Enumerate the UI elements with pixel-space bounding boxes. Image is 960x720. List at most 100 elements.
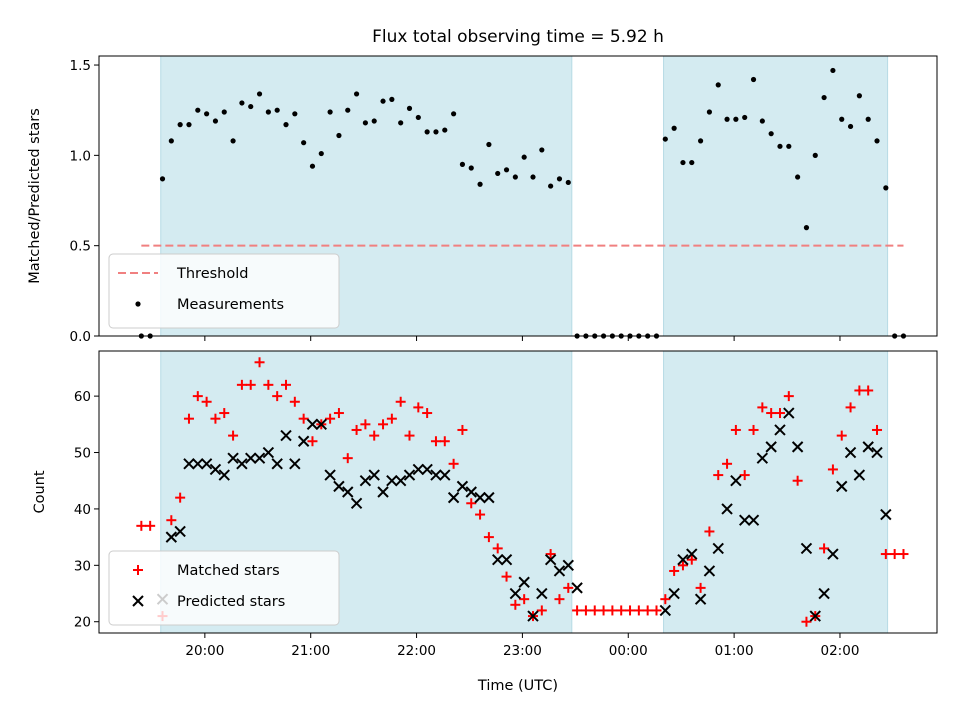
y-tick-label: 30 [74,558,91,574]
measurement-point [565,179,571,186]
matched-point [889,549,900,560]
measurement-point [671,125,677,131]
predicted-point [333,480,345,493]
matched-point [183,413,194,424]
matched-point [298,413,309,424]
matched-point [580,605,591,616]
legend-box [108,253,340,329]
y-tick-label: 0.5 [70,239,91,255]
matched-point [466,498,477,509]
predicted-point [483,491,495,504]
legend-box [108,550,340,626]
predicted-point [306,418,319,431]
bottom-axes-frame [98,350,938,634]
measurement-point [433,129,439,135]
matched-point [660,594,671,605]
matched-point [898,549,909,560]
top-axes-frame [98,55,938,337]
predicted-point [721,503,733,515]
x-tick-label: 22:00 [397,643,436,659]
measurement-point [680,159,686,166]
predicted-point [174,525,186,538]
predicted-point [809,610,821,622]
measurement-point [345,107,351,113]
measurement-point [309,163,316,169]
predicted-point [421,463,433,476]
measurement-point [830,67,836,74]
matched-point [166,515,177,526]
matched-point [272,391,283,402]
matched-point [872,424,883,435]
matched-point [642,605,653,616]
legend-label: Measurements [177,297,284,313]
matched-point [483,532,494,543]
predicted-point [492,553,504,566]
measurement-point [495,170,501,177]
predicted-point [527,610,539,622]
predicted-point [386,475,398,487]
measurement-point [336,132,342,139]
measurement-point [424,129,430,135]
predicted-point [562,559,574,572]
predicted-point [738,514,751,526]
matched-point [598,605,609,616]
measurement-point [221,109,227,115]
predicted-point [712,542,724,555]
predicted-point [403,469,416,481]
matched-point [589,605,600,616]
measurement-point [724,116,730,122]
predicted-point [677,553,689,566]
predicted-point [253,452,266,464]
predicted-point [271,458,283,470]
matched-point [836,430,847,441]
measurement-point [812,152,818,158]
measurement-point [230,138,236,144]
predicted-point [880,508,892,521]
matched-point [430,436,441,447]
predicted-point [571,582,583,594]
measurement-point [389,96,395,102]
top-legend: Threshold Measurements [108,253,340,329]
measurement-point [530,174,536,180]
matched-point [739,470,750,481]
measurement-point [292,111,298,117]
predicted-point [297,435,310,447]
matched-point [448,458,459,469]
measurement-point [468,165,474,171]
measurement-point [327,109,333,115]
legend-measurement-swatch [135,301,141,307]
matched-point [880,549,891,560]
measurement-point [353,91,360,97]
measurement-point [839,116,845,122]
matched-point [228,430,239,441]
matched-point [378,419,389,430]
matched-point [536,605,547,616]
measurement-point [406,105,413,111]
measurement-point [168,138,174,144]
matched-point [145,520,156,531]
matched-point [633,605,644,616]
predicted-point [394,475,407,487]
measurement-point [459,161,466,167]
matched-point [510,599,521,610]
matched-point [651,605,662,616]
predicted-point [518,576,530,588]
chart-title: Flux total observing time = 5.92 h [372,27,664,47]
measurement-point [204,111,210,117]
matched-point [342,453,353,464]
measurement-point [451,111,457,117]
measurement-point [256,91,263,97]
predicted-point [686,548,698,560]
predicted-point [324,469,336,481]
predicted-point [183,458,195,470]
predicted-point [412,463,425,476]
x-tick-label: 20:00 [185,643,224,659]
series-matched-stars [136,357,909,627]
matched-point [236,379,247,390]
measurement-point [662,136,668,142]
matched-point [263,379,274,390]
matched-point [854,385,865,396]
measurement-point [398,120,404,126]
matched-point [695,582,706,593]
matched-point [369,430,380,441]
